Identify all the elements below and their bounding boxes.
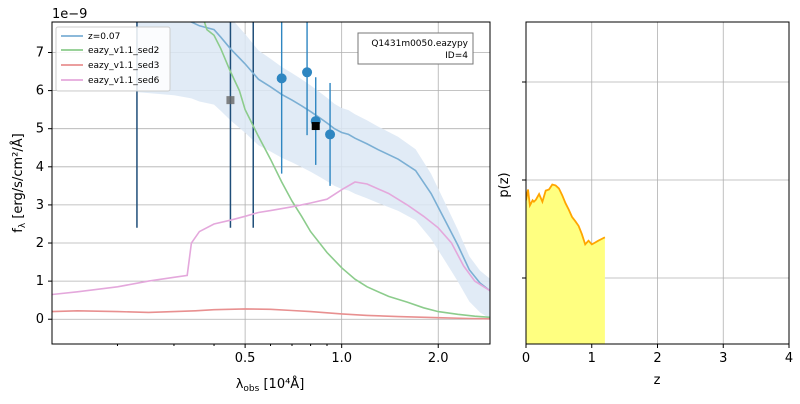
model-flux-point: [226, 96, 235, 105]
sed-x-axis-label: λobs [10⁴Å]: [236, 376, 305, 394]
photometry-points: [226, 22, 336, 186]
y-tick-label: 5: [36, 122, 44, 137]
model-flux-point: [311, 122, 320, 131]
legend-label: eazy_v1.1_sed3: [88, 61, 159, 71]
sed-ticks: 0.5 1.0 2.0 0 1 2 3 4 5 6 7: [36, 45, 449, 366]
sed-y-axis-label: fλ [erg/s/cm²/Å]: [10, 133, 28, 232]
series-line-3: [52, 308, 490, 320]
x-tick-label: 1.0: [331, 351, 352, 366]
pz-x-tick-label: 3: [719, 351, 727, 366]
y-tick-label: 1: [36, 274, 44, 289]
sed-plot-area: [52, 22, 490, 320]
x-tick-label: 2.0: [428, 351, 449, 366]
pz-plot-area: [526, 183, 606, 344]
pz-x-tick-label: 0: [522, 351, 530, 366]
annotation-id: ID=4: [445, 51, 468, 61]
legend-label: eazy_v1.1_sed6: [88, 76, 160, 86]
pz-x-tick-label: 2: [653, 351, 661, 366]
best-fit-uncertainty-band: [136, 22, 490, 319]
pz-panel: 0 1 2 3 4 z p(z): [497, 21, 793, 388]
sed-legend: z=0.07 eazy_v1.1_sed2 eazy_v1.1_sed3 eaz…: [55, 26, 171, 92]
y-tick-label: 3: [36, 198, 44, 213]
pz-fill-area: [526, 184, 605, 344]
legend-box: [55, 26, 171, 92]
sed-series: [52, 22, 490, 320]
pz-x-tick-label: 4: [785, 351, 793, 366]
pz-x-tick-label: 1: [588, 351, 596, 366]
annotation-box: [357, 32, 474, 65]
legend-label: eazy_v1.1_sed2: [88, 46, 159, 56]
y-tick-label: 6: [36, 84, 44, 99]
photometry-point: [325, 129, 336, 140]
y-tick-label: 7: [36, 45, 44, 60]
photometry-point: [302, 67, 313, 78]
pz-curve: [526, 183, 606, 247]
pz-x-axis-label: z: [654, 373, 661, 388]
y-tick-label: 2: [36, 236, 44, 251]
sed-panel: 0.5 1.0 2.0 0 1 2 3 4 5 6 7 1e−9 λobs [10⁴Å] fλ [e…: [10, 7, 491, 394]
pz-y-axis-label: p(z): [497, 172, 512, 197]
pz-ticks: 0 1 2 3 4: [522, 81, 793, 366]
annotation-field: Q1431m0050.eazypy: [371, 39, 468, 49]
series-line-4: [52, 181, 490, 296]
y-tick-label: 0: [36, 312, 44, 327]
series-line-1: [187, 22, 490, 292]
object-annotation: Q1431m0050.eazypy ID=4: [357, 32, 474, 65]
photometry-point: [276, 73, 287, 84]
legend-label: z=0.07: [88, 32, 120, 42]
y-scale-factor: 1e−9: [52, 7, 87, 22]
y-tick-label: 4: [36, 160, 44, 175]
x-tick-label: 0.5: [235, 351, 256, 366]
series-line-2: [203, 22, 490, 319]
